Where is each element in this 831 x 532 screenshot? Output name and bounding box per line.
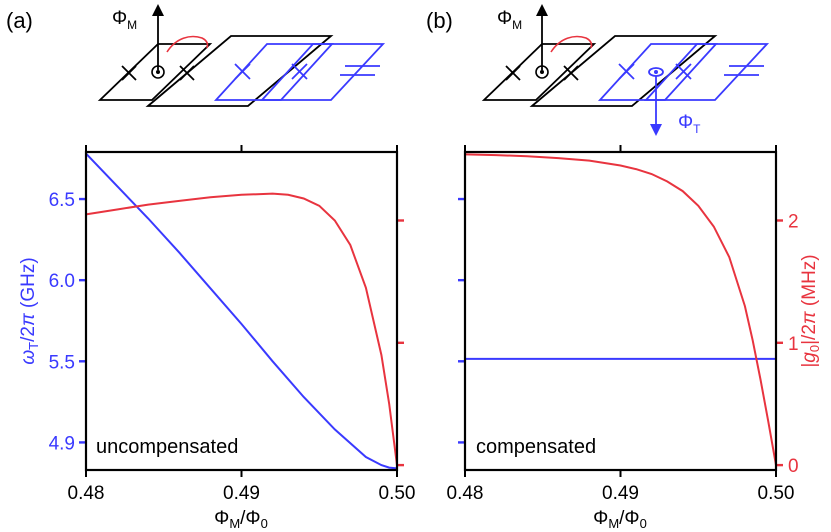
x-tick-label-0-1: 0.49	[223, 483, 260, 504]
x-tick-label-1-2: 0.50	[758, 483, 795, 504]
y-tick-label-left-0-1: 5.5	[49, 352, 75, 373]
squid-loop-right-b	[529, 35, 718, 107]
panel-label-b: (b)	[426, 8, 453, 33]
flux-dot-circle-a	[151, 65, 165, 79]
junctions-a	[121, 65, 195, 81]
panel-label-a: (a)	[6, 8, 33, 33]
coupling-wire-a	[166, 35, 209, 53]
flux-dot-b	[540, 70, 544, 74]
flux-dot-a	[156, 70, 160, 74]
squid-loop-left	[97, 43, 213, 101]
plot-frame-a	[84, 150, 399, 472]
coupling-wire-b	[550, 35, 593, 53]
plot-b: 0.48 0.49 0.50 0 1 2 compensated ΦM/Φ0 |g0|/2…	[447, 145, 822, 531]
plot-frame-b	[463, 150, 778, 472]
junctions-b	[505, 65, 579, 81]
annotation-b: compensated	[476, 436, 596, 458]
tick-layer-a: 0.48 0.49 0.50 4.9 5.5 6.0 6.5	[49, 145, 416, 504]
series-line-coupling-1	[464, 153, 777, 466]
schematic-b: ΦM ΦT	[481, 4, 770, 136]
y-tick-label-right-1-0: 0	[788, 456, 799, 477]
transmon-b	[597, 43, 770, 101]
flux-m-arrowhead-a	[152, 4, 164, 16]
x-tick-label-1-0: 0.48	[447, 483, 484, 504]
x-axis-label-b: ΦM/Φ0	[593, 508, 647, 531]
y-tick-label-left-0-2: 6.0	[49, 271, 75, 292]
series-line-frequency-0	[85, 152, 398, 470]
transmon-a	[213, 43, 386, 101]
plot-a: 0.48 0.49 0.50 4.9 5.5 6.0 6.5 uncompensated Φ…	[18, 145, 415, 531]
y-tick-label-left-0-3: 6.5	[49, 190, 75, 211]
flux-m-arrowhead-b	[536, 4, 548, 16]
y-axis-label-right: |g0|/2π (MHz)	[799, 254, 822, 367]
series-layer-b	[464, 153, 777, 466]
series-line-coupling-0	[85, 192, 398, 466]
x-axis-label-a: ΦM/Φ0	[214, 508, 268, 531]
flux-m-label-a: ΦM	[112, 8, 137, 32]
series-layer-a	[85, 152, 398, 470]
x-tick-label-1-1: 0.49	[602, 483, 639, 504]
y-tick-label-right-1-2: 2	[788, 211, 799, 232]
flux-dot-circle-b	[535, 65, 549, 79]
squid-loop-left-b	[481, 43, 597, 101]
annotation-a: uncompensated	[96, 436, 238, 458]
x-tick-label-0-0: 0.48	[68, 483, 105, 504]
flux-t-label: ΦT	[678, 112, 701, 136]
tick-layer-b: 0.48 0.49 0.50 0 1 2	[447, 145, 799, 504]
y-tick-label-right-1-1: 1	[788, 334, 799, 355]
y-tick-label-left-0-0: 4.9	[49, 433, 75, 454]
flux-t-arrowhead	[650, 124, 662, 136]
flux-m-label-b: ΦM	[497, 8, 522, 32]
x-tick-label-0-2: 0.50	[379, 483, 416, 504]
schematic-a: ΦM	[97, 4, 386, 107]
y-axis-label-left: ωT/2π (GHz)	[18, 257, 41, 364]
squid-loop-right	[145, 35, 334, 107]
flux-t-dot	[654, 70, 658, 74]
